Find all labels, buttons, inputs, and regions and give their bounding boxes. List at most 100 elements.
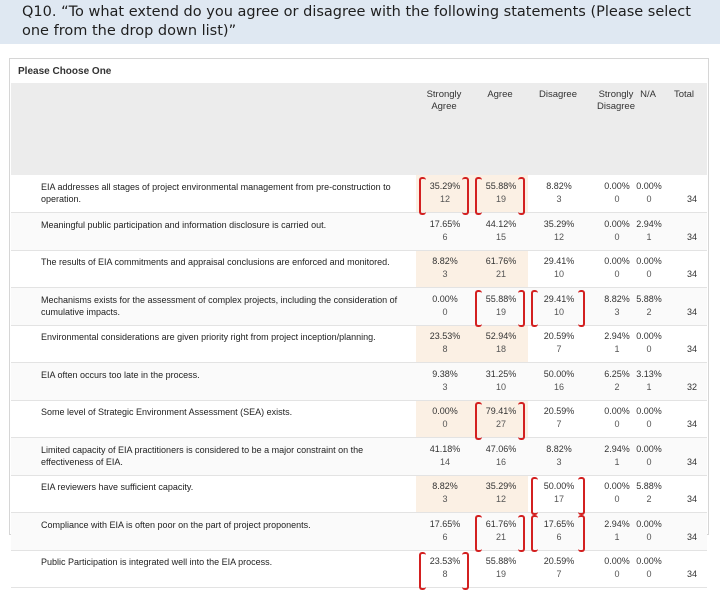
percent-cell: 0.00% xyxy=(636,331,662,341)
percent-cell: 17.65% xyxy=(429,518,461,529)
count-cell: 12 xyxy=(553,231,564,242)
percent-cell: 9.38% xyxy=(432,368,458,379)
total-cell: 34 xyxy=(686,456,697,467)
count-cell: 21 xyxy=(495,531,506,542)
highlight-bracket-left xyxy=(475,177,482,215)
percent-cell: 0.00% xyxy=(636,181,662,191)
percent-cell: 0.00% xyxy=(636,556,662,566)
percent-cell: 2.94% xyxy=(636,218,662,229)
count-cell: 0 xyxy=(614,494,620,504)
count-cell: 3 xyxy=(442,494,448,504)
percent-cell: 41.18% xyxy=(429,443,461,454)
statement-text: Mechanisms exists for the assessment of … xyxy=(41,294,398,317)
percent-cell: 5.88% xyxy=(636,293,662,304)
header-disagree: Disagree xyxy=(538,89,578,100)
percent-cell: 2.94% xyxy=(604,443,630,454)
table-header xyxy=(11,83,707,175)
total-cell: 34 xyxy=(686,344,697,354)
statement-text: The results of EIA commitments and appra… xyxy=(41,257,390,267)
count-cell: 0 xyxy=(614,269,620,279)
table-row: Mechanisms exists for the assessment of … xyxy=(11,287,707,326)
percent-cell: 52.94% xyxy=(485,331,517,341)
percent-cell: 35.29% xyxy=(485,481,517,491)
count-cell: 0 xyxy=(646,194,652,204)
highlight-bracket-left xyxy=(531,514,538,552)
total-cell: 34 xyxy=(686,231,697,242)
highlight-bracket-left xyxy=(419,552,426,590)
percent-cell: 50.00% xyxy=(543,368,575,379)
highlight-bracket-left xyxy=(475,514,482,552)
count-cell: 16 xyxy=(495,456,506,467)
count-cell: 3 xyxy=(556,456,562,467)
header-na: N/A xyxy=(640,89,656,100)
percent-cell: 6.25% xyxy=(604,368,630,379)
percent-cell: 50.00% xyxy=(543,481,575,491)
count-cell: 0 xyxy=(614,194,620,204)
percent-cell: 5.88% xyxy=(636,481,662,491)
count-cell: 6 xyxy=(442,231,448,242)
count-cell: 1 xyxy=(646,381,652,392)
count-cell: 3 xyxy=(442,269,448,279)
count-cell: 7 xyxy=(556,344,562,354)
count-cell: 1 xyxy=(614,456,620,467)
percent-cell: 17.65% xyxy=(429,218,461,229)
table-row: Public Participation is integrated well … xyxy=(11,550,707,588)
count-cell: 3 xyxy=(614,306,620,317)
table-row: EIA addresses all stages of project envi… xyxy=(11,175,707,213)
percent-cell: 20.59% xyxy=(543,406,575,416)
total-cell: 34 xyxy=(686,494,697,504)
count-cell: 14 xyxy=(439,456,450,467)
count-cell: 10 xyxy=(495,381,506,392)
count-cell: 0 xyxy=(646,344,652,354)
header-strongly-disagree: Strongly Disagree xyxy=(596,89,636,112)
percent-cell: 8.82% xyxy=(432,256,458,266)
total-cell: 34 xyxy=(686,531,697,542)
table-row: Meaningful public participation and info… xyxy=(11,212,707,251)
count-cell: 18 xyxy=(495,344,506,354)
count-cell: 0 xyxy=(442,306,448,317)
count-cell: 6 xyxy=(442,531,448,542)
count-cell: 1 xyxy=(614,344,620,354)
table-row: Some level of Strategic Environment Asse… xyxy=(11,400,707,438)
percent-cell: 61.76% xyxy=(485,256,517,266)
percent-cell: 79.41% xyxy=(485,406,517,416)
count-cell: 21 xyxy=(495,269,506,279)
count-cell: 15 xyxy=(495,231,506,242)
percent-cell: 0.00% xyxy=(432,293,458,304)
highlight-bracket-left xyxy=(475,289,482,327)
highlight-bracket-right xyxy=(518,177,525,215)
highlight-bracket-right xyxy=(518,402,525,440)
percent-cell: 20.59% xyxy=(543,331,575,341)
total-cell: 34 xyxy=(686,306,697,317)
count-cell: 12 xyxy=(495,494,506,504)
percent-cell: 0.00% xyxy=(636,518,662,529)
highlight-bracket-right xyxy=(462,552,469,590)
panel-title: Please Choose One xyxy=(18,66,112,77)
percent-cell: 8.82% xyxy=(432,481,458,491)
count-cell: 7 xyxy=(556,419,562,429)
highlight-bracket-right xyxy=(578,289,585,327)
percent-cell: 55.88% xyxy=(485,293,517,304)
statement-text: Limited capacity of EIA practitioners is… xyxy=(41,444,364,467)
question-title: Q10. “To what extend do you agree or dis… xyxy=(22,4,691,39)
count-cell: 27 xyxy=(495,419,506,429)
table-row: The results of EIA commitments and appra… xyxy=(11,250,707,288)
statement-text: Meaningful public participation and info… xyxy=(41,219,327,230)
highlight-bracket-left xyxy=(475,402,482,440)
percent-cell: 0.00% xyxy=(604,181,630,191)
percent-cell: 29.41% xyxy=(543,293,575,304)
percent-cell: 35.29% xyxy=(429,181,461,191)
count-cell: 19 xyxy=(495,194,506,204)
statement-text: Public Participation is integrated well … xyxy=(41,557,273,567)
percent-cell: 8.82% xyxy=(546,181,572,191)
percent-cell: 47.06% xyxy=(485,443,517,454)
statement-text: EIA reviewers have sufficient capacity. xyxy=(41,482,194,492)
percent-cell: 2.94% xyxy=(604,331,630,341)
percent-cell: 17.65% xyxy=(543,518,575,529)
percent-cell: 0.00% xyxy=(636,256,662,266)
count-cell: 0 xyxy=(442,419,448,429)
highlight-bracket-right xyxy=(578,514,585,552)
percent-cell: 3.13% xyxy=(636,368,662,379)
percent-cell: 35.29% xyxy=(543,218,575,229)
percent-cell: 8.82% xyxy=(546,443,572,454)
